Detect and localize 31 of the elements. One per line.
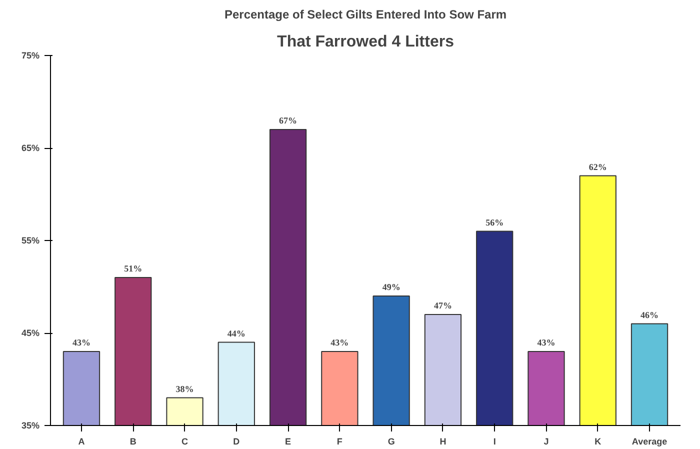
data-label: 43% bbox=[330, 338, 349, 348]
data-label: 49% bbox=[382, 282, 400, 292]
data-label: 51% bbox=[124, 264, 142, 274]
data-label: 43% bbox=[537, 338, 556, 348]
x-tick-label: I bbox=[493, 436, 496, 446]
x-tick-label: J bbox=[544, 436, 549, 446]
x-tick-label: F bbox=[336, 436, 343, 446]
data-label: 43% bbox=[72, 338, 90, 348]
data-label: 38% bbox=[176, 384, 194, 394]
y-tick-label: 75% bbox=[21, 50, 40, 60]
data-label: 62% bbox=[588, 162, 607, 172]
data-label: 46% bbox=[640, 310, 659, 320]
x-tick-label: A bbox=[78, 436, 86, 446]
x-tick-label: B bbox=[130, 436, 137, 446]
data-label: 67% bbox=[279, 116, 298, 126]
data-label: 56% bbox=[486, 217, 504, 228]
x-tick-label: E bbox=[285, 436, 292, 446]
x-tick-label: K bbox=[594, 436, 602, 446]
data-label: 44% bbox=[227, 328, 246, 338]
y-tick-label: 35% bbox=[21, 420, 40, 430]
chart-title: That Farrowed 4 Litters bbox=[277, 34, 454, 50]
y-tick-label: 55% bbox=[21, 236, 40, 246]
x-tick-label: D bbox=[233, 436, 240, 446]
data-label: 47% bbox=[434, 300, 452, 310]
y-tick-label: 65% bbox=[21, 143, 40, 153]
x-tick-label: C bbox=[182, 436, 189, 446]
x-tick-label: G bbox=[388, 436, 395, 446]
y-tick-label: 45% bbox=[21, 328, 40, 338]
chart-subtitle: Percentage of Select Gilts Entered Into Sow Farm bbox=[224, 8, 507, 22]
x-tick-label: H bbox=[440, 436, 446, 446]
x-tick-label: Average bbox=[632, 436, 668, 446]
